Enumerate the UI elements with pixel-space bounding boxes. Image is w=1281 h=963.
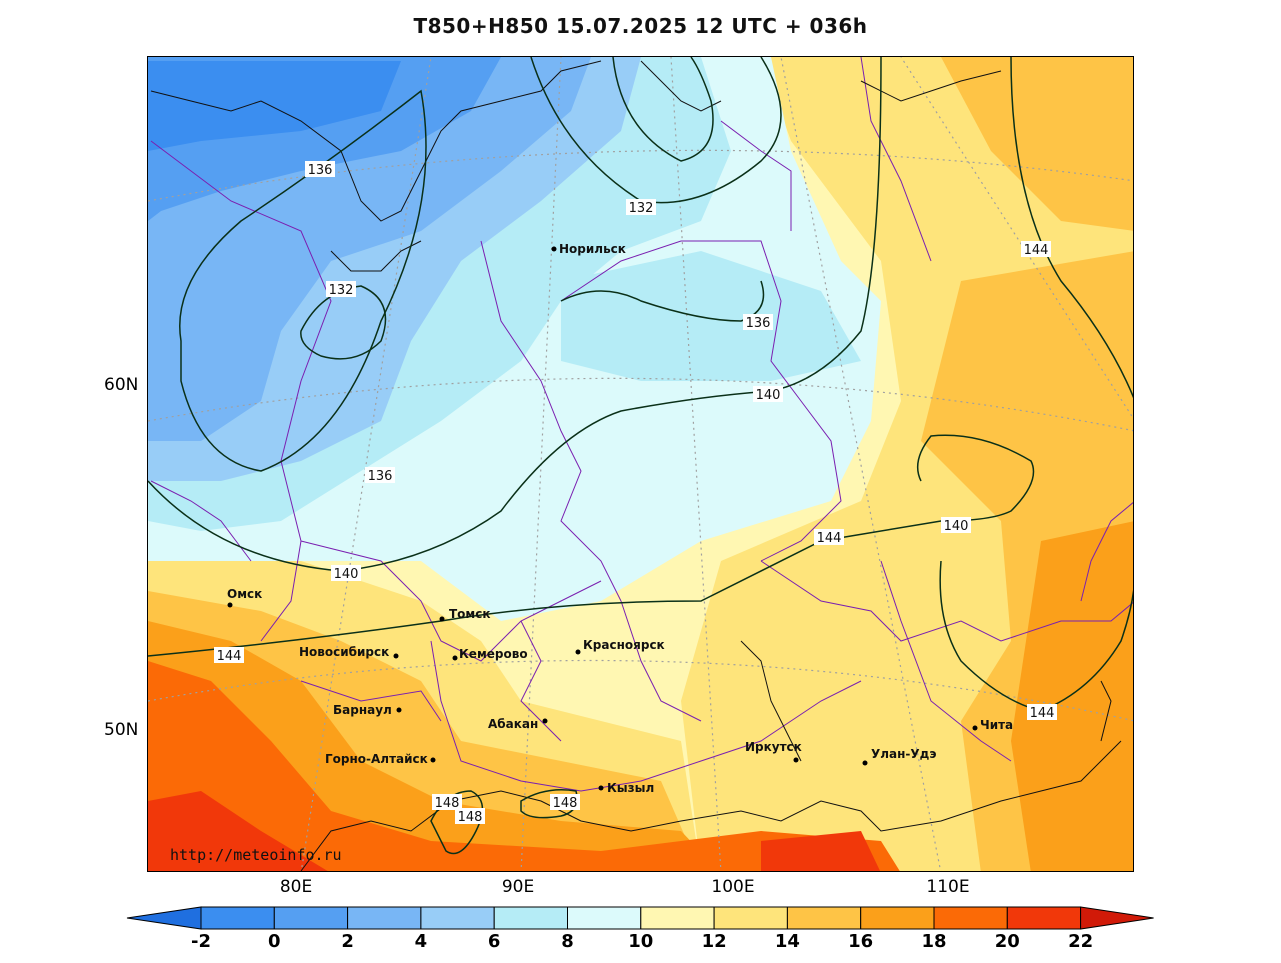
- coastlines: [150, 60, 1122, 871]
- iso-label: 148: [553, 796, 578, 811]
- city-marker: [598, 785, 604, 791]
- colorbar-tick-label: 0: [268, 931, 281, 952]
- colorbar-tick-label: 6: [487, 931, 501, 952]
- temp-band-16-18-east: [1011, 521, 1133, 871]
- colorbar-tick-label: 4: [414, 931, 428, 952]
- temp-band-20-22-sw: [148, 791, 328, 871]
- city-marker: [227, 602, 233, 608]
- city-label: Чита: [980, 718, 1013, 732]
- colorbar-tick-label: -2: [191, 931, 211, 952]
- isohypse-labels: 136 132 132 136 140 136 140 144 144 140 …: [214, 161, 1057, 825]
- iso-label: 136: [746, 316, 771, 331]
- lon-label-90e: 90E: [501, 877, 535, 897]
- lon-label-110e: 110E: [926, 877, 970, 897]
- colorbar-segment: [933, 906, 1008, 930]
- colorbar-segment: [420, 906, 495, 930]
- city-label: Норильск: [559, 242, 626, 256]
- city-label: Омск: [227, 587, 262, 601]
- city-marker: [862, 760, 868, 766]
- iso-label: 140: [944, 519, 969, 534]
- city-label: Улан-Удэ: [871, 747, 936, 761]
- city-label: Иркутск: [745, 740, 802, 754]
- temp-band-14-16-ne: [941, 57, 1133, 231]
- colorbar-segment: [860, 906, 935, 930]
- lat-label-50n: 50N: [104, 720, 139, 740]
- colorbar-segment: [640, 906, 715, 930]
- city-label: Новосибирск: [299, 645, 389, 659]
- city-marker: [793, 757, 799, 763]
- city-marker: [452, 655, 458, 661]
- colorbar-tick-label: 12: [701, 931, 727, 952]
- iso-label: 144: [1024, 243, 1049, 258]
- map-title: T850+H850 15.07.2025 12 UTC + 036h: [413, 14, 868, 38]
- colorbar-tick-label: 8: [561, 931, 574, 952]
- iso-label: 148: [458, 810, 483, 825]
- city-label: Томск: [449, 607, 491, 621]
- city-label: Кемерово: [459, 647, 528, 661]
- city-label: Абакан: [488, 717, 538, 731]
- city-marker: [542, 718, 548, 724]
- city-marker: [430, 757, 436, 763]
- temp-band-18-20-sw: [148, 661, 900, 871]
- city-marker: [396, 707, 402, 713]
- iso-label: 144: [217, 649, 242, 664]
- city-marker: [575, 649, 581, 655]
- colorbar-segment: [567, 906, 642, 930]
- lon-label-80e: 80E: [279, 877, 313, 897]
- city-marker: [972, 725, 978, 731]
- temp-band-minus2-0: [148, 61, 401, 151]
- colorbar-segment: [1006, 906, 1082, 930]
- temp-band-6-8-lake: [561, 251, 861, 381]
- iso-label: 140: [756, 388, 781, 403]
- colorbar-tick-label: 14: [774, 931, 800, 952]
- iso-label: 140: [334, 567, 359, 582]
- iso-label: 132: [629, 201, 654, 216]
- colorbar-tick-label: 20: [994, 931, 1020, 952]
- colorbar-tick-label: 16: [848, 931, 874, 952]
- colorbar-under-arrow: [126, 906, 202, 930]
- lon-label-100e: 100E: [711, 877, 755, 897]
- city-label: Красноярск: [583, 638, 665, 652]
- weather-map: 136 132 132 136 140 136 140 144 144 140 …: [147, 56, 1134, 872]
- colorbar-segment: [273, 906, 349, 930]
- temp-band-20-22-s: [761, 831, 881, 871]
- colorbar-segment: [200, 906, 275, 930]
- city-label: Барнаул: [333, 703, 392, 717]
- iso-label: 144: [817, 531, 842, 546]
- admin-borders: [150, 57, 1133, 792]
- cities: Норильск Омск Томск Новосибирск Кемерово…: [227, 242, 1013, 795]
- iso-label: 148: [435, 796, 460, 811]
- colorbar-tick-label: 10: [628, 931, 654, 952]
- city-marker: [551, 246, 557, 252]
- watermark-url[interactable]: http://meteoinfo.ru: [170, 846, 342, 864]
- iso-label: 136: [308, 163, 333, 178]
- colorbar-segment: [493, 906, 569, 930]
- colorbar-tick-label: 2: [341, 931, 354, 952]
- colorbar: [126, 906, 1154, 930]
- colorbar-tick-label: 22: [1068, 931, 1094, 952]
- city-label: Горно-Алтайск: [325, 752, 428, 766]
- colorbar-tick-label: 18: [921, 931, 947, 952]
- colorbar-segment: [713, 906, 788, 930]
- lat-label-60n: 60N: [104, 375, 139, 395]
- colorbar-segment: [347, 906, 422, 930]
- iso-label: 136: [368, 469, 393, 484]
- colorbar-segment: [786, 906, 862, 930]
- iso-label: 144: [1030, 706, 1055, 721]
- city-marker: [439, 616, 445, 622]
- city-marker: [393, 653, 399, 659]
- colorbar-over-arrow: [1080, 906, 1154, 930]
- iso-label: 132: [329, 283, 354, 298]
- city-label: Кызыл: [607, 781, 654, 795]
